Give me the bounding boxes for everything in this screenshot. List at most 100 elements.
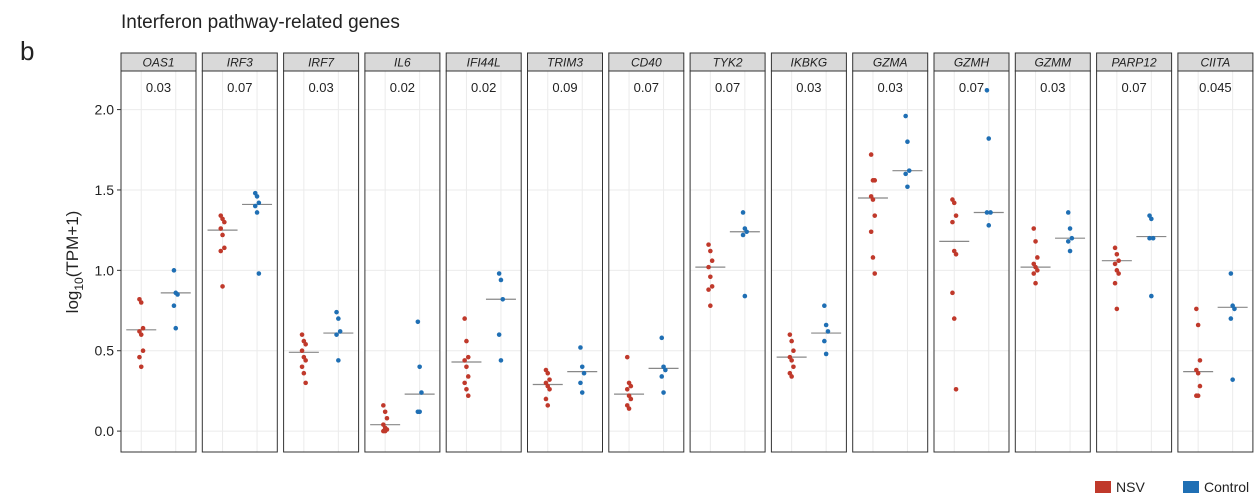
facet-label: GZMH bbox=[954, 56, 990, 70]
dot bbox=[825, 329, 831, 334]
dot bbox=[659, 335, 665, 341]
legend-swatch bbox=[1183, 481, 1199, 493]
facet-label: TRIM3 bbox=[547, 56, 583, 70]
dot bbox=[1033, 239, 1038, 244]
dot bbox=[984, 210, 990, 215]
facet-label: IRF3 bbox=[227, 56, 253, 70]
dot bbox=[624, 387, 630, 392]
dot bbox=[706, 264, 711, 270]
y-axis-label: log10(TPM+1) bbox=[63, 211, 86, 314]
panel-border bbox=[933, 70, 1010, 453]
dot bbox=[382, 428, 388, 434]
dot bbox=[138, 364, 144, 370]
dot bbox=[220, 232, 225, 238]
panel-background bbox=[852, 71, 928, 452]
dot bbox=[1035, 255, 1040, 260]
dot bbox=[708, 303, 713, 309]
panel-border bbox=[1014, 70, 1091, 453]
panel-border bbox=[283, 70, 360, 453]
dot bbox=[299, 348, 305, 354]
dot bbox=[868, 152, 874, 157]
legend-label: Control bbox=[1204, 479, 1249, 495]
dot bbox=[462, 380, 467, 386]
panel-border bbox=[445, 70, 522, 453]
dot bbox=[464, 364, 469, 370]
panel-border bbox=[608, 70, 685, 453]
dot bbox=[465, 374, 471, 379]
p-value: 0.07 bbox=[227, 80, 252, 95]
dot bbox=[1031, 226, 1037, 231]
dot bbox=[744, 229, 749, 235]
dot bbox=[462, 358, 467, 363]
dot bbox=[905, 139, 910, 145]
panel-background bbox=[1096, 71, 1172, 452]
dot bbox=[417, 364, 422, 370]
dot bbox=[1035, 268, 1040, 273]
dot bbox=[663, 367, 668, 373]
y-label-subscript: 10 bbox=[72, 277, 86, 291]
dot bbox=[138, 332, 144, 337]
p-value: 0.09 bbox=[552, 80, 577, 95]
dot bbox=[953, 251, 959, 257]
dot bbox=[1031, 271, 1037, 276]
dot bbox=[787, 332, 793, 337]
dot bbox=[578, 345, 583, 350]
panel-label: b bbox=[20, 36, 34, 66]
dot bbox=[496, 332, 502, 337]
dot bbox=[547, 377, 552, 382]
dot bbox=[628, 383, 634, 389]
panel-background bbox=[121, 71, 196, 452]
facet-label: IL6 bbox=[394, 56, 411, 70]
dot bbox=[872, 178, 878, 183]
p-value: 0.03 bbox=[796, 80, 821, 95]
dot bbox=[870, 197, 876, 202]
y-label-main: log bbox=[63, 291, 82, 314]
panel-background bbox=[1015, 71, 1091, 452]
dot bbox=[1149, 293, 1154, 299]
dot bbox=[951, 316, 957, 321]
dot bbox=[823, 322, 829, 328]
p-value: 0.03 bbox=[308, 80, 333, 95]
dot bbox=[740, 210, 746, 215]
dot bbox=[140, 325, 146, 331]
p-value: 0.07 bbox=[1121, 80, 1146, 95]
p-value: 0.03 bbox=[1040, 80, 1065, 95]
dot bbox=[252, 203, 258, 209]
dot bbox=[498, 277, 504, 283]
y-tick-label: 0.0 bbox=[95, 423, 115, 439]
legend-swatch bbox=[1095, 481, 1111, 493]
dot bbox=[1195, 393, 1201, 399]
dot bbox=[1116, 258, 1121, 263]
p-value: 0.07 bbox=[959, 80, 984, 95]
dot bbox=[868, 229, 874, 235]
dot bbox=[465, 393, 471, 399]
dot bbox=[903, 113, 908, 119]
dot bbox=[578, 380, 583, 386]
dot bbox=[822, 303, 827, 309]
dot bbox=[1112, 245, 1118, 251]
dot bbox=[218, 248, 224, 254]
panel-border bbox=[201, 70, 278, 453]
panel-border bbox=[527, 70, 603, 453]
panel-background bbox=[690, 71, 766, 452]
dot bbox=[986, 136, 992, 141]
dot bbox=[303, 341, 308, 347]
dot bbox=[465, 354, 471, 360]
dot bbox=[1067, 248, 1073, 254]
dot bbox=[381, 403, 386, 408]
dot bbox=[1195, 322, 1201, 328]
dot bbox=[1150, 235, 1156, 241]
dot bbox=[708, 274, 713, 280]
dot bbox=[299, 332, 305, 337]
dot bbox=[706, 242, 711, 247]
dot bbox=[1114, 306, 1120, 312]
chart-title: Interferon pathway-related genes bbox=[121, 12, 400, 33]
dot bbox=[988, 210, 993, 215]
dot bbox=[545, 403, 551, 408]
panel-background bbox=[608, 71, 684, 452]
facet-label: OAS1 bbox=[142, 56, 174, 70]
p-value: 0.03 bbox=[146, 80, 171, 95]
y-tick-label: 1.5 bbox=[95, 182, 115, 198]
dot bbox=[1195, 370, 1201, 376]
